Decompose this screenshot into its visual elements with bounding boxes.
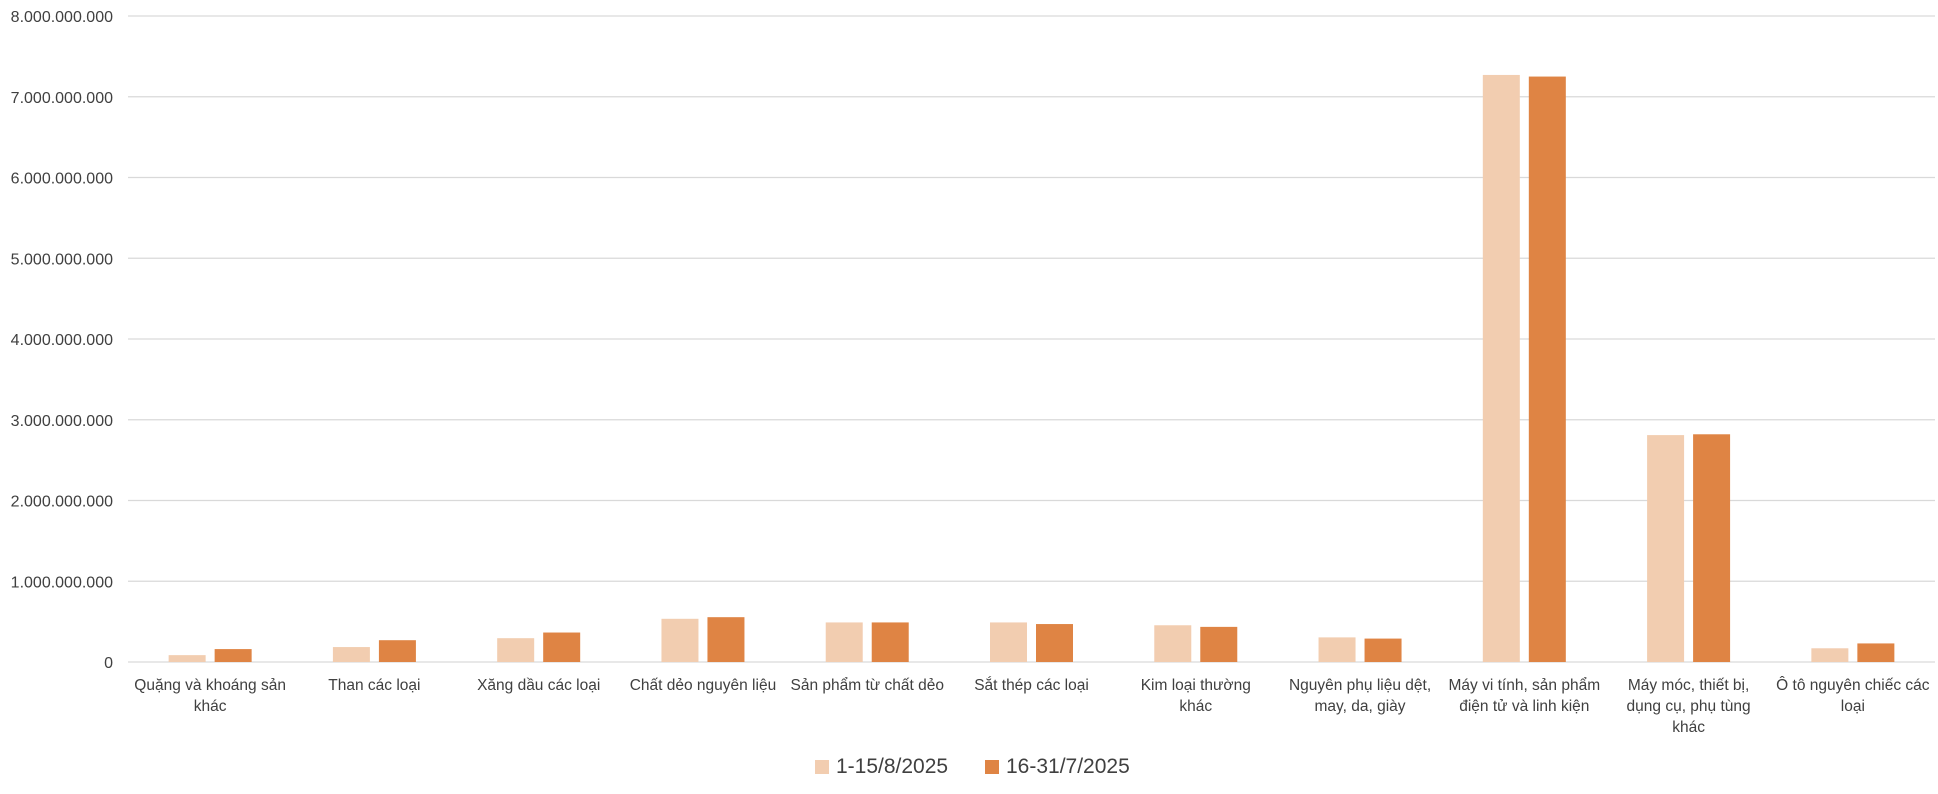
- x-category-label: Chất dẻo nguyên liệu: [630, 677, 777, 694]
- legend-label-1: 1-15/8/2025: [836, 755, 948, 778]
- y-tick-label: 1.000.000.000: [11, 574, 113, 591]
- bar-2-9: [1528, 76, 1566, 662]
- legend: 1-15/8/2025 16-31/7/2025: [815, 755, 1130, 778]
- x-category-label: Quặng và khoáng sản khác: [134, 677, 286, 715]
- x-category-label: Máy vi tính, sản phẩm điện tử và linh kiệ…: [1449, 677, 1601, 715]
- y-tick-label: 5.000.000.000: [11, 251, 113, 268]
- bar-1-5: [825, 622, 863, 662]
- bar-1-6: [990, 622, 1027, 662]
- bar-2-5: [871, 622, 909, 662]
- y-axis-tick-labels: 0 1.000.000.000 2.000.000.000 3.000.000.000…: [11, 9, 113, 672]
- x-axis-category-labels: Quặng và khoáng sản khác Than các loại Xăng…: [134, 677, 1929, 736]
- bar-1-1: [168, 655, 206, 662]
- bar-2-8: [1364, 638, 1402, 662]
- bar-2-4: [707, 617, 745, 662]
- bar-2-6: [1036, 624, 1073, 662]
- y-tick-label: 4.000.000.000: [11, 332, 113, 349]
- x-category-label: Ô tô nguyên chiếc các loại: [1776, 677, 1930, 715]
- bar-1-9: [1482, 74, 1520, 662]
- bar-2-10: [1693, 434, 1731, 662]
- bar-1-10: [1647, 435, 1685, 662]
- bar-1-2: [332, 647, 370, 662]
- x-category-label: Sắt thép các loại: [974, 677, 1089, 694]
- bar-2-7: [1200, 626, 1238, 662]
- x-category-label: Kim loại thường khác: [1141, 677, 1251, 715]
- bar-2-3: [543, 632, 581, 662]
- bar-1-4: [661, 618, 699, 662]
- y-tick-label: 7.000.000.000: [11, 90, 113, 107]
- y-tick-label: 2.000.000.000: [11, 494, 113, 511]
- x-category-label: Máy móc, thiết bị, dụng cụ, phụ tùng khác: [1627, 677, 1751, 736]
- x-category-label: Than các loại: [328, 677, 420, 694]
- bar-1-3: [497, 638, 535, 662]
- bar-1-8: [1318, 637, 1356, 662]
- bar-2-11: [1857, 643, 1895, 662]
- bar-1-11: [1811, 648, 1849, 662]
- legend-swatch-1: [815, 760, 829, 774]
- y-tick-label: 3.000.000.000: [11, 413, 113, 430]
- bars: [168, 74, 1895, 662]
- y-tick-label: 6.000.000.000: [11, 171, 113, 188]
- legend-swatch-2: [985, 760, 999, 774]
- x-category-label: Sản phẩm từ chất dẻo: [791, 677, 944, 694]
- bar-2-1: [214, 649, 252, 662]
- gridlines: [128, 15, 1935, 663]
- bar-1-7: [1154, 625, 1192, 662]
- x-category-label: Nguyên phụ liệu dệt, may, da, giày: [1289, 677, 1431, 715]
- y-tick-label: 8.000.000.000: [11, 9, 113, 26]
- legend-label-2: 16-31/7/2025: [1006, 755, 1130, 778]
- y-tick-label: 0: [104, 655, 113, 672]
- x-category-label: Xăng dầu các loại: [477, 677, 600, 694]
- bar-2-2: [378, 640, 416, 662]
